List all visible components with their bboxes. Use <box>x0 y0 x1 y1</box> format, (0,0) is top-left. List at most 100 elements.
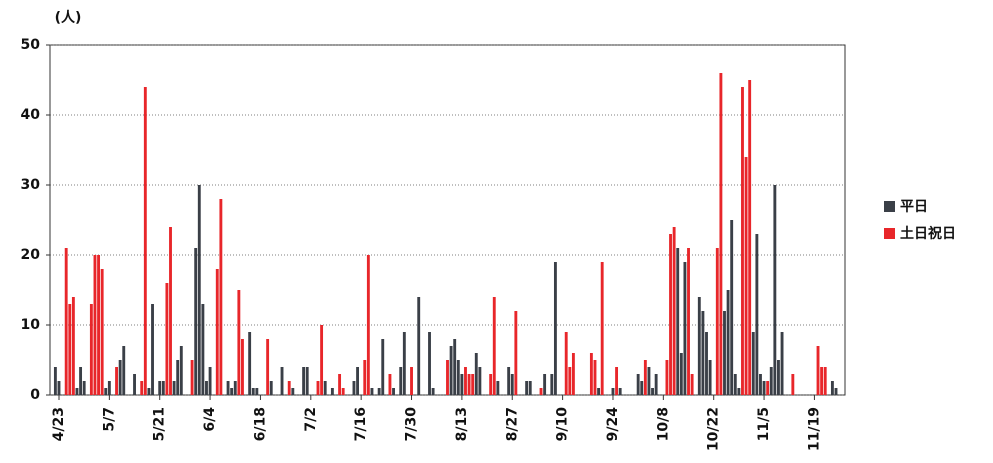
bar <box>104 388 108 395</box>
bar <box>107 381 111 395</box>
bar <box>241 339 244 395</box>
bar <box>823 367 827 395</box>
bar <box>571 353 575 395</box>
bar <box>489 374 493 395</box>
bar <box>431 388 435 395</box>
bar <box>140 381 144 395</box>
bar <box>341 388 345 395</box>
y-tick-label: 10 <box>21 317 41 333</box>
bar <box>683 262 687 395</box>
bar <box>769 367 773 395</box>
bar <box>323 381 327 395</box>
bar <box>89 304 93 395</box>
bar <box>316 381 320 395</box>
bar <box>302 367 306 395</box>
bar <box>568 367 572 395</box>
bar <box>816 346 820 395</box>
x-tick-label: 5/21 <box>152 407 168 441</box>
x-tick-label: 5/7 <box>101 407 117 432</box>
bar <box>417 297 421 395</box>
bar <box>377 388 381 395</box>
bar <box>550 374 554 395</box>
bar <box>690 374 694 395</box>
bar <box>636 374 640 395</box>
legend-label: 土日祝日 <box>900 225 956 242</box>
bar <box>453 339 457 395</box>
bar <box>618 388 622 395</box>
bar <box>57 381 61 395</box>
bar <box>654 374 658 395</box>
bar <box>133 374 136 395</box>
y-unit: (人) <box>55 9 82 26</box>
x-tick-label: 11/5 <box>756 407 772 441</box>
bar <box>370 388 374 395</box>
bar <box>676 248 680 395</box>
bar <box>564 332 568 395</box>
bar <box>751 332 755 395</box>
bar <box>730 220 734 395</box>
bar <box>726 290 730 395</box>
bar <box>539 388 543 395</box>
bar <box>737 388 741 395</box>
bar <box>151 304 154 395</box>
bar <box>287 381 291 395</box>
bar <box>410 367 413 395</box>
x-tick-label: 9/24 <box>605 407 621 442</box>
bar <box>147 388 151 395</box>
bar <box>356 367 360 395</box>
bar <box>528 381 532 395</box>
bar <box>507 367 511 395</box>
bar <box>388 374 392 395</box>
bar <box>514 311 518 395</box>
bar <box>79 367 83 395</box>
bar <box>669 234 672 395</box>
bar <box>64 248 68 395</box>
bar <box>352 381 356 395</box>
x-tick-label: 10/22 <box>706 407 722 451</box>
bar <box>122 346 126 395</box>
bar <box>651 388 654 395</box>
bar <box>428 332 431 395</box>
bar <box>640 381 644 395</box>
bar <box>755 234 759 395</box>
bar <box>143 87 147 395</box>
x-tick-label: 11/19 <box>806 407 822 451</box>
bar <box>791 374 795 395</box>
bar <box>158 381 162 395</box>
bar <box>492 297 496 395</box>
x-tick-label: 10/8 <box>655 407 671 441</box>
bar <box>320 325 324 395</box>
bar <box>381 339 385 395</box>
x-tick-label: 7/2 <box>303 407 319 432</box>
legend-label: 平日 <box>900 199 928 215</box>
bar <box>75 388 79 395</box>
bar <box>118 360 122 395</box>
bar <box>723 311 726 395</box>
bar <box>589 353 593 395</box>
bar <box>169 227 172 395</box>
bar <box>280 367 284 395</box>
bar <box>701 311 705 395</box>
legend-swatch <box>884 228 895 239</box>
bar <box>201 304 205 395</box>
bar <box>830 381 834 395</box>
bar <box>679 353 683 395</box>
bar <box>219 199 223 395</box>
x-tick-label: 7/30 <box>404 407 420 442</box>
bar <box>305 367 309 395</box>
bar <box>766 381 770 395</box>
bar <box>748 80 752 395</box>
bar <box>597 388 601 395</box>
bar <box>93 255 97 395</box>
bar <box>237 290 241 395</box>
bar <box>705 332 708 395</box>
x-tick-label: 6/18 <box>252 407 268 441</box>
bar <box>269 381 273 395</box>
bar <box>464 367 467 395</box>
bar <box>478 367 482 395</box>
bar <box>834 388 838 395</box>
bar <box>543 374 547 395</box>
bar <box>165 283 169 395</box>
bar <box>672 227 676 395</box>
